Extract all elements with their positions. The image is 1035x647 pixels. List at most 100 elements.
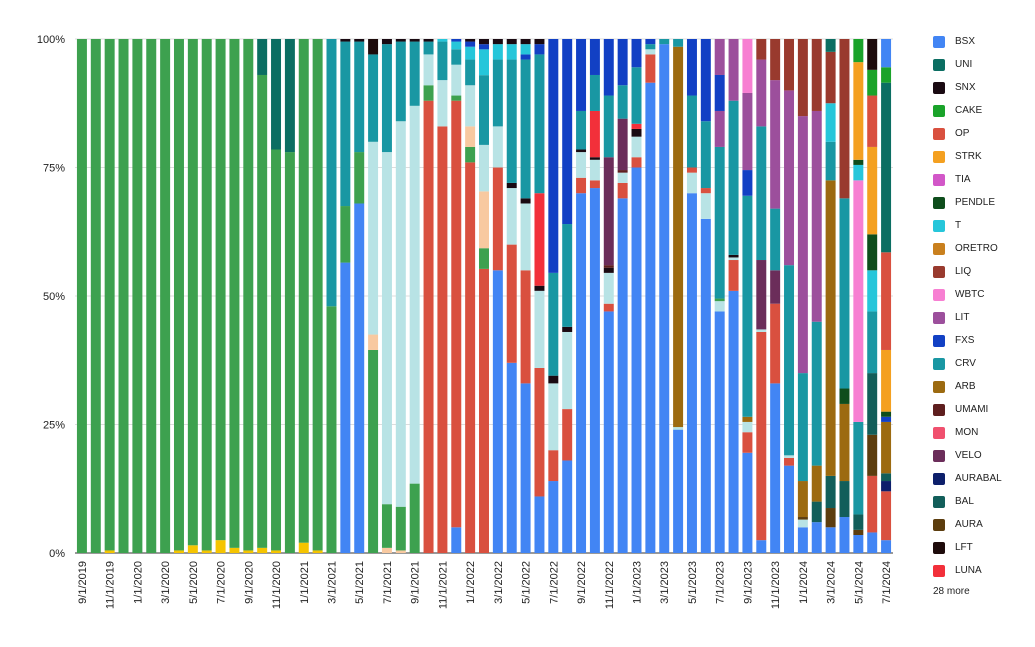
bar-segment	[395, 550, 406, 553]
bar-segment	[492, 44, 503, 60]
bar-segment	[534, 367, 545, 497]
bar-segment	[686, 39, 697, 96]
bar-segment	[284, 152, 295, 553]
legend-label: LUNA	[955, 565, 982, 576]
legend-label: UMAMI	[955, 404, 989, 415]
bar-segment	[340, 41, 351, 207]
bar-segment	[423, 85, 434, 101]
bar-segment	[603, 95, 614, 158]
legend-item: AURA	[933, 513, 1033, 536]
x-tick-label: 5/1/2023	[687, 561, 699, 604]
bar-segment	[797, 39, 808, 117]
bar-segment	[881, 82, 892, 253]
bar-segment	[423, 54, 434, 86]
legend-label: WBTC	[955, 289, 985, 300]
bar-segment	[465, 46, 476, 60]
bar-segment	[881, 252, 892, 350]
bar-segment	[784, 90, 795, 266]
bar-segment	[603, 267, 614, 273]
bar-segment	[631, 157, 642, 168]
bar-segment	[257, 74, 268, 548]
bar-segment	[686, 193, 697, 553]
x-tick-label: 11/1/2020	[271, 561, 283, 609]
legend-label: TIA	[955, 174, 971, 185]
bar-segment	[631, 67, 642, 124]
legend-label: ARB	[955, 381, 976, 392]
bar-segment	[784, 455, 795, 458]
bar-segment	[853, 164, 864, 181]
bar-segment	[368, 141, 379, 335]
bar-segment	[825, 141, 836, 181]
bar-segment	[506, 39, 517, 45]
bar-segment	[118, 39, 129, 553]
legend-label: UNI	[955, 59, 973, 70]
bar-segment	[548, 39, 559, 273]
bar-segment	[562, 39, 573, 225]
bar-segment	[534, 285, 545, 291]
bar-segment	[479, 268, 489, 553]
bar-segment	[839, 388, 850, 404]
bar-segment	[881, 416, 892, 422]
x-tick-label: 9/1/2022	[576, 561, 588, 604]
bar-segment	[465, 85, 476, 127]
legend-swatch	[933, 472, 945, 485]
bar-segment	[728, 257, 739, 261]
bar-segment	[714, 146, 725, 299]
bar-segment	[700, 121, 711, 189]
bar-segment	[576, 193, 587, 553]
legend-label: OP	[955, 128, 970, 139]
bar-segment	[756, 260, 767, 330]
bar-segment	[326, 306, 337, 553]
bar-segment	[257, 547, 268, 553]
bar-segment	[298, 39, 309, 543]
bar-segment	[506, 188, 517, 245]
bar-segment	[479, 144, 489, 192]
bar-segment	[257, 39, 268, 75]
bar-segment	[811, 321, 822, 466]
bar-segment	[409, 483, 420, 553]
x-tick-label: 3/1/2023	[659, 561, 671, 604]
legend-more-link[interactable]: 28 more	[933, 586, 970, 597]
legend-label: BSX	[955, 36, 976, 47]
bar-segment	[479, 39, 489, 45]
bar-segment	[104, 39, 115, 551]
legend-item: LIT	[933, 306, 1033, 329]
bar-segment	[562, 224, 573, 327]
legend-label: MON	[955, 427, 979, 438]
bar-segment	[451, 64, 462, 96]
x-tick-label: 1/1/2021	[299, 561, 311, 604]
bar-segment	[368, 349, 379, 553]
legend-swatch	[933, 449, 945, 462]
bar-segment	[340, 262, 351, 553]
bar-segment	[603, 311, 614, 553]
x-tick-label: 7/1/2023	[715, 561, 727, 604]
legend-item: AURABAL	[933, 467, 1033, 490]
bar-segment	[811, 465, 822, 502]
legend-swatch	[933, 196, 945, 209]
x-tick-label: 3/1/2024	[826, 561, 838, 604]
bar-segment	[617, 198, 628, 553]
bar-segment	[825, 475, 836, 509]
legend-swatch	[933, 265, 945, 278]
bar-segment	[811, 39, 822, 111]
bar-segment	[423, 100, 434, 554]
bar-segment	[312, 550, 323, 553]
bar-segment	[465, 41, 476, 47]
legend-label: AURA	[955, 519, 983, 530]
legend-swatch	[933, 288, 945, 301]
legend-item: VELO	[933, 444, 1033, 467]
x-tick-label: 1/1/2020	[132, 561, 144, 604]
bar-segment	[700, 188, 711, 194]
x-tick-label: 5/1/2021	[354, 561, 366, 604]
bar-segment	[520, 198, 531, 204]
bar-segment	[520, 44, 531, 55]
bar-segment	[867, 373, 878, 435]
bar-segment	[714, 110, 725, 147]
bar-segment	[437, 126, 448, 553]
bar-segment	[700, 39, 711, 122]
bar-segment	[714, 298, 725, 302]
x-tick-label: 7/1/2022	[548, 561, 560, 604]
bar-segment	[714, 39, 725, 75]
bar-segment	[589, 74, 600, 111]
